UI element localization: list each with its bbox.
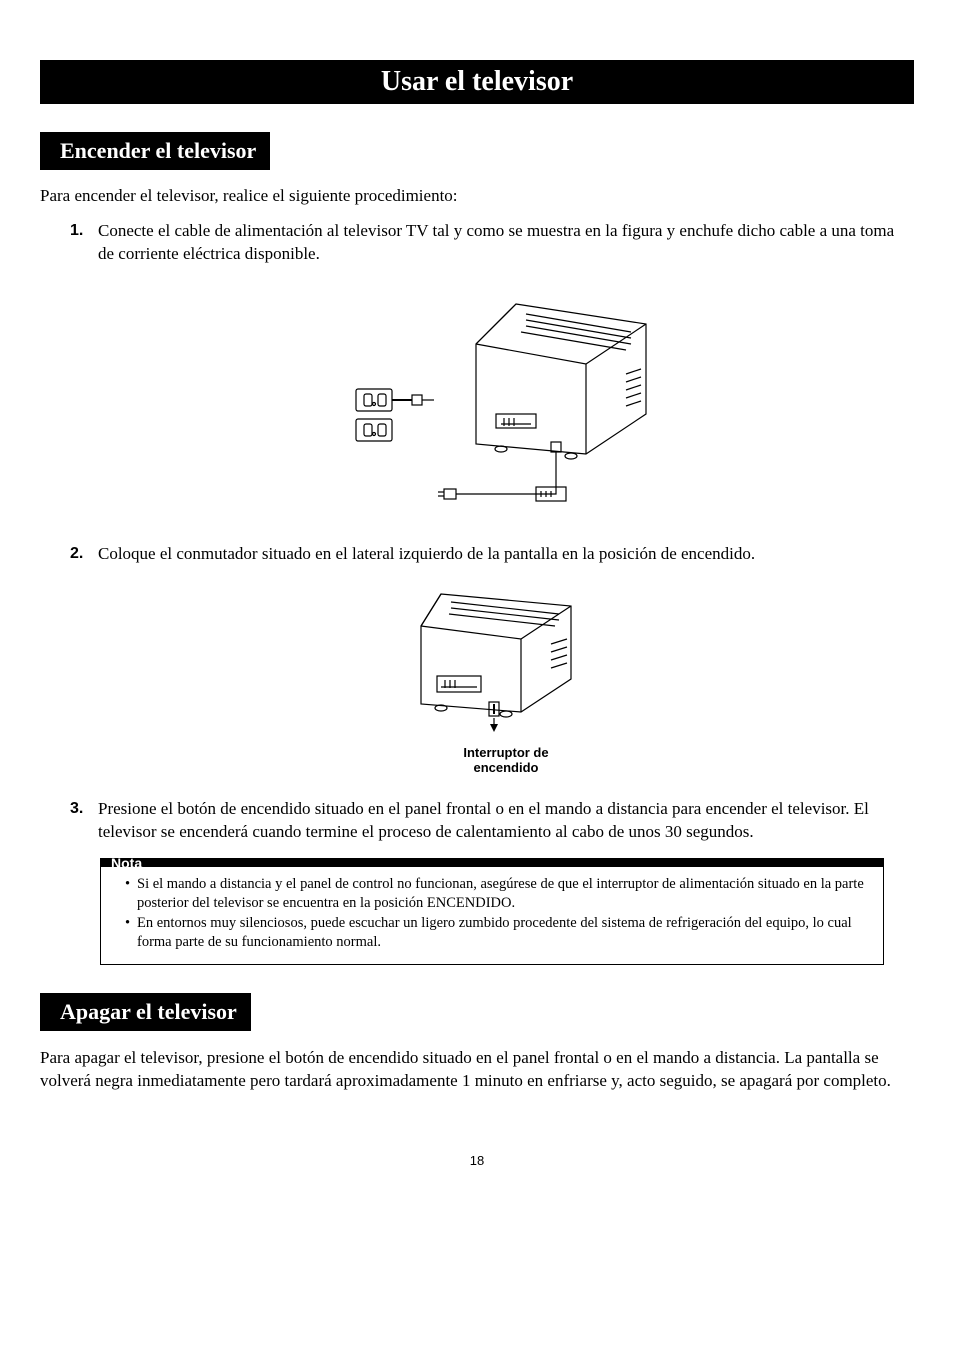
- body-paragraph: Para apagar el televisor, presione el bo…: [40, 1047, 914, 1093]
- figure-2-power-switch: Interruptor de encendido: [98, 584, 914, 776]
- figure-1-power-cable: [98, 284, 914, 521]
- step-number: 2.: [70, 543, 83, 565]
- section-heading-power-off: Apagar el televisor: [40, 993, 251, 1031]
- intro-text: Para encender el televisor, realice el s…: [40, 186, 914, 206]
- section-heading-power-on: Encender el televisor: [40, 132, 270, 170]
- step-item: 2. Coloque el conmutador situado en el l…: [70, 543, 914, 776]
- step-text: Conecte el cable de alimentación al tele…: [98, 221, 894, 263]
- note-item: Si el mando a distancia y el panel de co…: [125, 875, 869, 913]
- step-item: 3. Presione el botón de encendido situad…: [70, 798, 914, 844]
- figure-caption: Interruptor de encendido: [98, 745, 914, 776]
- step-text: Presione el botón de encendido situado e…: [98, 799, 869, 841]
- note-label: Nota: [101, 859, 152, 867]
- step-number: 1.: [70, 220, 83, 242]
- step-number: 3.: [70, 798, 83, 820]
- page-title: Usar el televisor: [40, 60, 914, 104]
- page-number: 18: [40, 1153, 914, 1168]
- step-text: Coloque el conmutador situado en el late…: [98, 544, 755, 563]
- note-item: En entornos muy silenciosos, puede escuc…: [125, 914, 869, 952]
- note-box: Nota Si el mando a distancia y el panel …: [100, 858, 884, 965]
- step-item: 1. Conecte el cable de alimentación al t…: [70, 220, 914, 521]
